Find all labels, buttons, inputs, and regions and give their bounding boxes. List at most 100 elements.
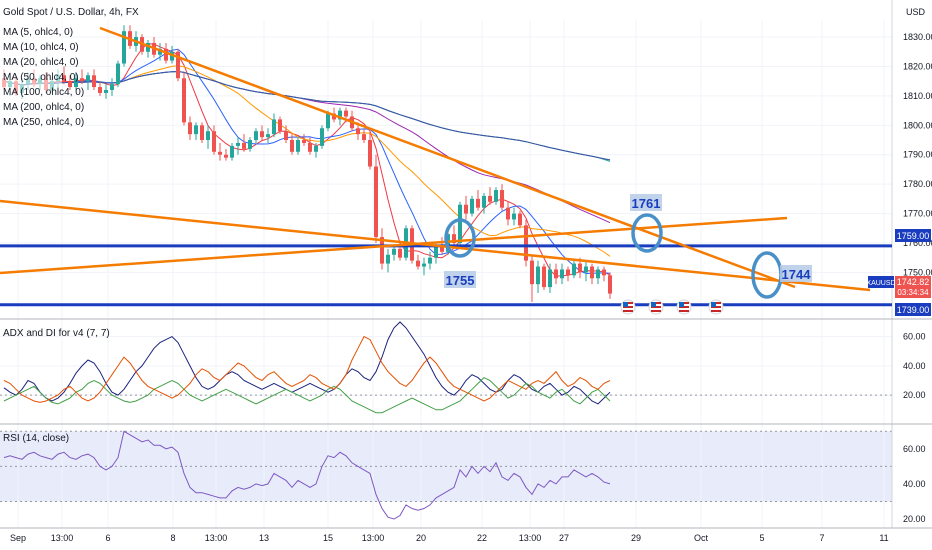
candle-body [278, 119, 282, 132]
candle-body [110, 84, 114, 91]
candle-body [62, 75, 66, 82]
candle-body [254, 131, 258, 141]
candle-body [392, 248, 396, 255]
us-flag-icon[interactable] [708, 299, 724, 315]
candle-body [566, 269, 570, 276]
ma-legend-50: MA (50, ohlc4, 0) [3, 72, 79, 83]
chart-title: Gold Spot / U.S. Dollar, 4h, FX [3, 7, 139, 18]
candle-body [572, 263, 576, 276]
adx-tick-label: 40.00 [903, 361, 926, 371]
ma-legend-5: MA (5, ohlc4, 0) [3, 27, 73, 38]
candle-body [188, 122, 192, 135]
candle-body [212, 131, 216, 152]
level-label-1759: 1759.00 [897, 231, 930, 241]
candle-body [512, 213, 516, 220]
us-flag-icon[interactable] [648, 299, 664, 315]
annotation-box [444, 271, 476, 288]
candle-body [488, 195, 492, 202]
candle-body [230, 145, 234, 158]
ma-legend-100: MA (100, ohlc4, 0) [3, 87, 84, 98]
candle-body [452, 234, 456, 243]
annotation-label: 1755 [446, 273, 475, 288]
candle-body [386, 254, 390, 264]
time-tick-label: 13:00 [362, 533, 385, 543]
adx-pane [3, 321, 611, 414]
price-tick-label: 1830.00 [903, 32, 932, 42]
ma-250-line [3, 70, 611, 161]
candle-body [482, 195, 486, 208]
trend-line [0, 216, 788, 275]
candle-body [518, 213, 522, 226]
time-tick-label: Sep [10, 533, 26, 543]
candle-body [338, 110, 342, 120]
candle-body [416, 260, 420, 267]
candle-body [296, 140, 300, 152]
currency-label: USD [906, 7, 926, 17]
candle-body [80, 78, 84, 82]
rsi-pane [3, 430, 611, 520]
price-tick-label: 1810.00 [903, 91, 932, 101]
candle-body [422, 263, 426, 267]
candle-body [530, 260, 534, 285]
candle-body [470, 198, 474, 214]
adx-tick-label: 20.00 [903, 390, 926, 400]
time-tick-label: 8 [170, 533, 175, 543]
time-tick-label: 5 [759, 533, 764, 543]
rsi-tick-label: 60.00 [903, 444, 926, 454]
candle-body [170, 51, 174, 61]
price-tick-label: 1750.00 [903, 267, 932, 277]
highlight-circle [631, 213, 663, 253]
candle-body [158, 48, 162, 55]
rsi-line [3, 430, 611, 520]
price-tick-label: 1800.00 [903, 120, 932, 130]
candle-body [590, 266, 594, 279]
ma-legend-200: MA (200, ohlc4, 0) [3, 102, 84, 113]
price-tick-label: 1790.00 [903, 150, 932, 160]
adx-tick-label: 60.00 [903, 332, 926, 342]
us-flag-icon[interactable] [620, 299, 636, 315]
candle-body [368, 140, 372, 167]
candle-body [440, 245, 444, 252]
candle-body [464, 204, 468, 214]
legend: Gold Spot / U.S. Dollar, 4h, FX MA (5, o… [0, 7, 139, 444]
candle-body [86, 75, 90, 82]
candle-body [98, 87, 102, 93]
us-flag-icon[interactable] [676, 299, 692, 315]
ma-legend-10: MA (10, ohlc4, 0) [3, 42, 79, 53]
candle-body [374, 166, 378, 238]
candle-body [92, 75, 96, 88]
candle-body [398, 248, 402, 258]
candle-body [302, 140, 306, 143]
level-label-1739: 1739.00 [897, 305, 930, 315]
di-minus-line [3, 335, 611, 403]
candle-body [176, 51, 180, 79]
candle-body [434, 245, 438, 258]
candle-body [146, 42, 150, 52]
time-tick-label: Oct [694, 533, 709, 543]
time-tick-label: 13:00 [205, 533, 228, 543]
time-tick-label: 6 [105, 533, 110, 543]
countdown-label: 03:34:34 [897, 288, 929, 297]
candle-body [548, 269, 552, 288]
candle-body [194, 125, 198, 135]
annotation-box [630, 194, 662, 211]
candle-body [236, 142, 240, 146]
candle-body [290, 140, 294, 152]
candle-body [608, 275, 612, 294]
time-tick-label: 11 [879, 533, 888, 543]
price-tick-label: 1780.00 [903, 179, 932, 189]
candle-body [560, 269, 564, 279]
candle-body [554, 269, 558, 279]
candle-body [362, 134, 366, 141]
candle-body [326, 113, 330, 129]
price-tick-label: 1770.00 [903, 209, 932, 219]
price-tick-label: 1760.00 [903, 238, 932, 248]
level-label-box-1759 [895, 229, 931, 242]
ma-legend-20: MA (20, ohlc4, 0) [3, 57, 79, 68]
candle-body [524, 225, 528, 261]
candle-body [308, 142, 312, 152]
trend-line [99, 26, 796, 289]
time-tick-label: 13:00 [519, 533, 542, 543]
candle-body [116, 63, 120, 85]
